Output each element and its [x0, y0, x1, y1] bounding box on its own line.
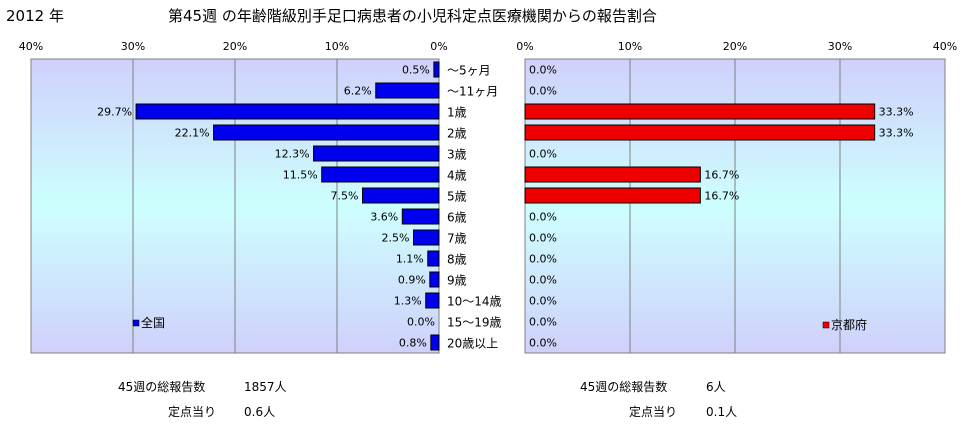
right-value-label: 0.0%	[529, 253, 557, 266]
national-total-value: 1857人	[244, 380, 287, 394]
right-value-label: 33.3%	[879, 127, 914, 140]
left-value-label: 29.7%	[97, 106, 132, 119]
right-legend-swatch	[822, 321, 830, 329]
category-label: 3歳	[447, 148, 467, 162]
right-value-labels: 0.0% 0.0% 33.3% 33.3% 0.0% 16.7% 16.7% 0.0% 0.0%…	[529, 64, 914, 350]
chart-title: 第45週 の年齢階級別手足口病患者の小児科定点医療機関からの報告割合	[168, 7, 657, 25]
kyoto-total-label: 45週の総報告数	[580, 380, 668, 394]
left-tick-label: 40%	[19, 40, 43, 53]
right-value-label: 0.0%	[529, 316, 557, 329]
category-labels: ～5ヶ月 ～11ヶ月 1歳 2歳 3歳 4歳 5歳 6歳 7歳 8歳 9歳 10～14歳 15～19歳 2…	[447, 64, 502, 351]
left-value-label: 7.5%	[331, 190, 359, 203]
right-bar	[524, 124, 876, 141]
category-label: 1歳	[447, 106, 467, 120]
right-value-label: 16.7%	[704, 169, 739, 182]
right-value-label: 0.0%	[529, 64, 557, 77]
left-tick-label: 30%	[121, 40, 145, 53]
left-bar	[425, 292, 440, 309]
left-value-label: 6.2%	[344, 85, 372, 98]
category-label: ～5ヶ月	[447, 64, 491, 78]
right-bars	[524, 103, 876, 204]
left-value-label: 1.3%	[394, 295, 422, 308]
category-label: 20歳以上	[447, 337, 498, 351]
category-label: 2歳	[447, 127, 467, 141]
left-legend: 全国	[132, 315, 165, 330]
chart-area: 40% 30% 20% 10% 0% 0.5% 6.2% 29.7% 22.1% 12.3% 11…	[19, 40, 957, 354]
left-bar	[433, 61, 440, 78]
left-value-label: 0.8%	[399, 337, 427, 350]
left-value-label: 1.1%	[396, 253, 424, 266]
left-bars	[135, 61, 440, 351]
category-label: 7歳	[447, 232, 467, 246]
left-bar	[313, 145, 440, 162]
right-tick-label: 30%	[828, 40, 852, 53]
left-chart: 40% 30% 20% 10% 0% 0.5% 6.2% 29.7% 22.1% 12.3% 11…	[19, 40, 448, 354]
national-per-site-label: 定点当り	[168, 405, 217, 419]
left-tick-label: 0%	[430, 40, 447, 53]
right-value-label: 0.0%	[529, 85, 557, 98]
kyoto-per-site-label: 定点当り	[629, 405, 678, 419]
right-legend: 京都府	[822, 317, 867, 332]
right-value-label: 0.0%	[529, 274, 557, 287]
right-tick-label: 20%	[723, 40, 747, 53]
right-value-label: 16.7%	[704, 190, 739, 203]
right-tick-label: 10%	[618, 40, 642, 53]
right-value-label: 0.0%	[529, 337, 557, 350]
left-bar	[430, 334, 440, 351]
category-label: 8歳	[447, 253, 467, 267]
right-chart: 0% 10% 20% 30% 40% 0.0% 0.0% 33.3% 33.3% 0.0% 16.…	[516, 40, 957, 354]
right-bar	[524, 187, 701, 204]
left-value-label: 11.5%	[283, 169, 318, 182]
category-label: 9歳	[447, 274, 467, 288]
category-label: 10～14歳	[447, 295, 502, 309]
national-total-label: 45週の総報告数	[118, 380, 206, 394]
left-value-label: 0.9%	[398, 274, 426, 287]
year-label: 2012 年	[6, 7, 64, 25]
left-value-label: 12.3%	[275, 148, 310, 161]
left-value-labels: 0.5% 6.2% 29.7% 22.1% 12.3% 11.5% 7.5% 3.6% 2.5%…	[97, 64, 435, 350]
left-bar	[375, 82, 440, 99]
left-legend-swatch	[132, 319, 140, 327]
left-value-label: 22.1%	[175, 127, 210, 140]
left-bar	[429, 271, 440, 288]
right-tick-labels: 0% 10% 20% 30% 40%	[516, 40, 957, 53]
category-label: 4歳	[447, 169, 467, 183]
kyoto-total-value: 6人	[706, 380, 726, 394]
left-bar	[427, 250, 440, 267]
right-legend-label: 京都府	[831, 317, 867, 332]
right-value-label: 0.0%	[529, 148, 557, 161]
right-value-label: 33.3%	[879, 106, 914, 119]
left-bar	[362, 187, 440, 204]
left-bar	[213, 124, 440, 141]
left-tick-label: 10%	[325, 40, 349, 53]
left-tick-label: 20%	[223, 40, 247, 53]
left-bar	[135, 103, 440, 120]
kyoto-per-site-value: 0.1人	[706, 405, 738, 419]
national-per-site-value: 0.6人	[244, 405, 276, 419]
right-value-label: 0.0%	[529, 232, 557, 245]
category-label: ～11ヶ月	[447, 85, 498, 99]
right-value-label: 0.0%	[529, 211, 557, 224]
left-bar	[413, 229, 440, 246]
right-tick-label: 40%	[933, 40, 957, 53]
left-bar	[401, 208, 440, 225]
right-bar	[524, 166, 701, 183]
left-value-label: 2.5%	[382, 232, 410, 245]
left-tick-labels: 40% 30% 20% 10% 0%	[19, 40, 448, 53]
right-bar	[524, 103, 876, 120]
category-label: 5歳	[447, 190, 467, 204]
left-value-label: 0.5%	[402, 64, 430, 77]
left-value-label: 0.0%	[407, 316, 435, 329]
category-label: 6歳	[447, 211, 467, 225]
category-label: 15～19歳	[447, 316, 502, 330]
left-legend-label: 全国	[141, 315, 165, 330]
right-value-label: 0.0%	[529, 295, 557, 308]
right-tick-label: 0%	[516, 40, 533, 53]
left-value-label: 3.6%	[370, 211, 398, 224]
left-bar	[321, 166, 440, 183]
